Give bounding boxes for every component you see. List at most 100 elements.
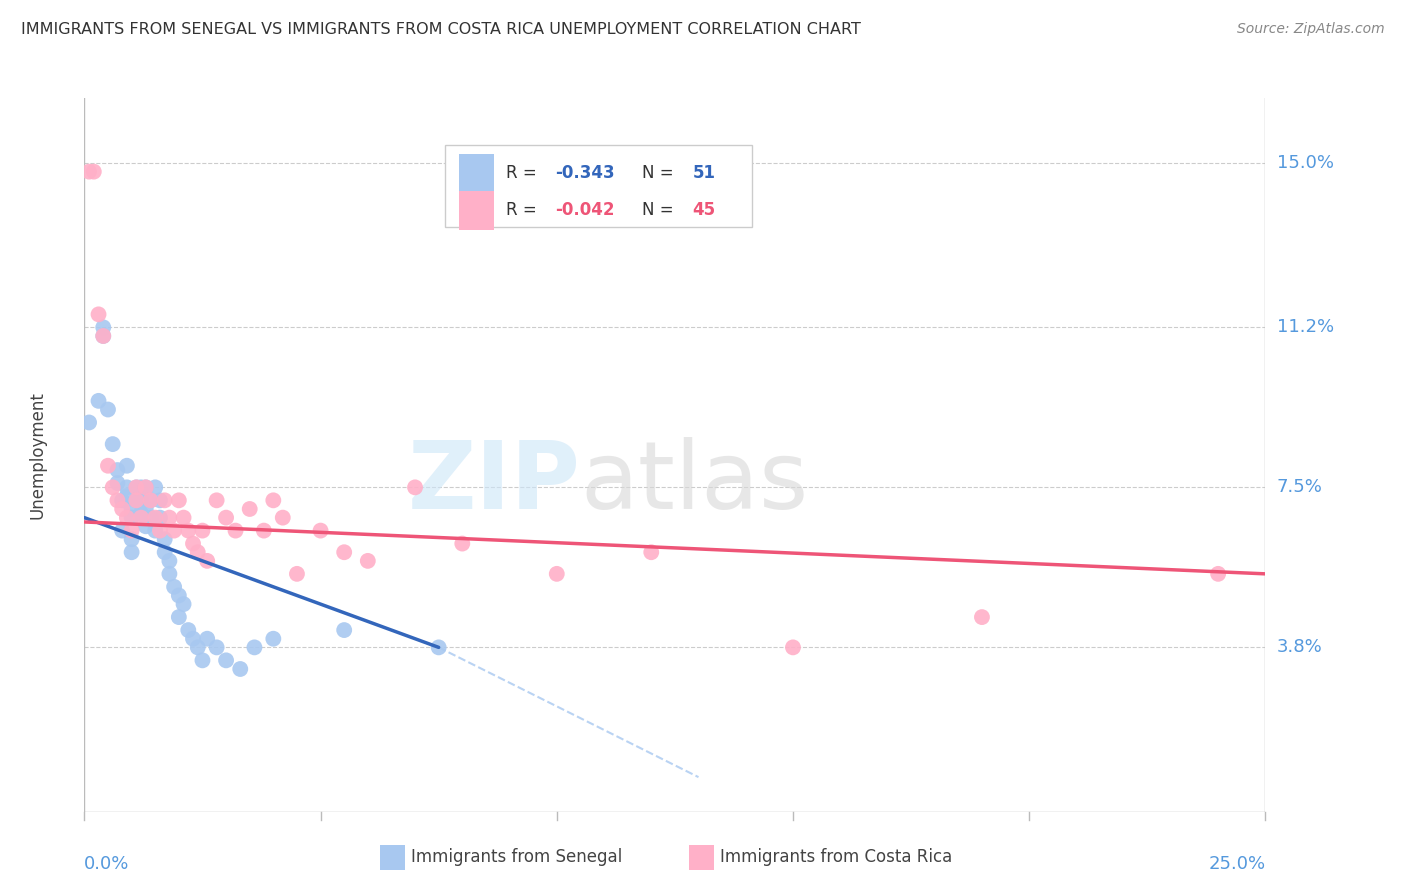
- Text: IMMIGRANTS FROM SENEGAL VS IMMIGRANTS FROM COSTA RICA UNEMPLOYMENT CORRELATION C: IMMIGRANTS FROM SENEGAL VS IMMIGRANTS FR…: [21, 22, 860, 37]
- Point: [205, 640, 228, 655]
- Point: [157, 566, 180, 581]
- Text: 7.5%: 7.5%: [1277, 478, 1323, 496]
- Point: [121, 545, 143, 559]
- Point: [181, 632, 204, 646]
- Bar: [458, 191, 494, 230]
- Point: [173, 597, 195, 611]
- Point: [167, 589, 190, 603]
- Point: [129, 480, 152, 494]
- Point: [191, 653, 214, 667]
- Text: 11.2%: 11.2%: [1277, 318, 1334, 336]
- Point: [121, 502, 143, 516]
- Point: [640, 545, 662, 559]
- Point: [107, 476, 129, 491]
- Point: [333, 545, 356, 559]
- Point: [115, 489, 138, 503]
- Point: [253, 524, 276, 538]
- Point: [111, 524, 134, 538]
- Point: [427, 640, 450, 655]
- Text: 25.0%: 25.0%: [1208, 855, 1265, 873]
- Point: [149, 524, 172, 538]
- Point: [115, 480, 138, 494]
- Point: [195, 554, 218, 568]
- Point: [187, 545, 209, 559]
- Point: [101, 480, 124, 494]
- Point: [167, 493, 190, 508]
- Point: [129, 510, 152, 524]
- Text: R =: R =: [506, 164, 541, 182]
- Text: R =: R =: [506, 202, 541, 219]
- Point: [153, 533, 176, 547]
- Point: [97, 458, 120, 473]
- Text: ZIP: ZIP: [408, 437, 581, 530]
- Point: [139, 510, 162, 524]
- Point: [262, 493, 284, 508]
- Point: [157, 554, 180, 568]
- Point: [229, 662, 252, 676]
- Point: [107, 463, 129, 477]
- Bar: [444, 145, 752, 227]
- Point: [153, 545, 176, 559]
- Point: [546, 566, 568, 581]
- Point: [309, 524, 332, 538]
- Point: [970, 610, 993, 624]
- Point: [139, 493, 162, 508]
- Point: [262, 632, 284, 646]
- Point: [153, 493, 176, 508]
- Point: [143, 524, 166, 538]
- Point: [77, 164, 100, 178]
- Point: [91, 329, 114, 343]
- Point: [177, 524, 200, 538]
- Point: [121, 510, 143, 524]
- Point: [1206, 566, 1229, 581]
- Point: [87, 307, 110, 321]
- Point: [77, 416, 100, 430]
- Text: atlas: atlas: [581, 437, 808, 530]
- Point: [121, 533, 143, 547]
- Point: [121, 524, 143, 538]
- Text: 45: 45: [693, 202, 716, 219]
- Point: [125, 493, 148, 508]
- Text: 0.0%: 0.0%: [84, 855, 129, 873]
- Point: [135, 502, 157, 516]
- Point: [87, 393, 110, 408]
- Point: [357, 554, 380, 568]
- Point: [111, 502, 134, 516]
- Point: [101, 437, 124, 451]
- Text: 15.0%: 15.0%: [1277, 154, 1333, 172]
- Point: [97, 402, 120, 417]
- Point: [167, 610, 190, 624]
- Point: [135, 480, 157, 494]
- Point: [285, 566, 308, 581]
- Point: [115, 458, 138, 473]
- Point: [107, 493, 129, 508]
- Point: [177, 623, 200, 637]
- Point: [139, 493, 162, 508]
- Point: [125, 493, 148, 508]
- Point: [225, 524, 247, 538]
- Text: Unemployment: Unemployment: [28, 391, 46, 519]
- Point: [239, 502, 262, 516]
- Point: [125, 480, 148, 494]
- Text: Source: ZipAtlas.com: Source: ZipAtlas.com: [1237, 22, 1385, 37]
- Point: [163, 580, 186, 594]
- Point: [143, 510, 166, 524]
- Point: [125, 480, 148, 494]
- Point: [404, 480, 426, 494]
- Point: [83, 164, 105, 178]
- Point: [205, 493, 228, 508]
- Point: [143, 480, 166, 494]
- Point: [333, 623, 356, 637]
- Point: [163, 524, 186, 538]
- Text: N =: N =: [641, 164, 679, 182]
- Point: [451, 536, 474, 550]
- Text: N =: N =: [641, 202, 679, 219]
- Point: [91, 329, 114, 343]
- Point: [157, 510, 180, 524]
- Point: [271, 510, 294, 524]
- Text: 3.8%: 3.8%: [1277, 639, 1322, 657]
- Point: [135, 519, 157, 533]
- Point: [129, 493, 152, 508]
- Point: [91, 320, 114, 334]
- Point: [243, 640, 266, 655]
